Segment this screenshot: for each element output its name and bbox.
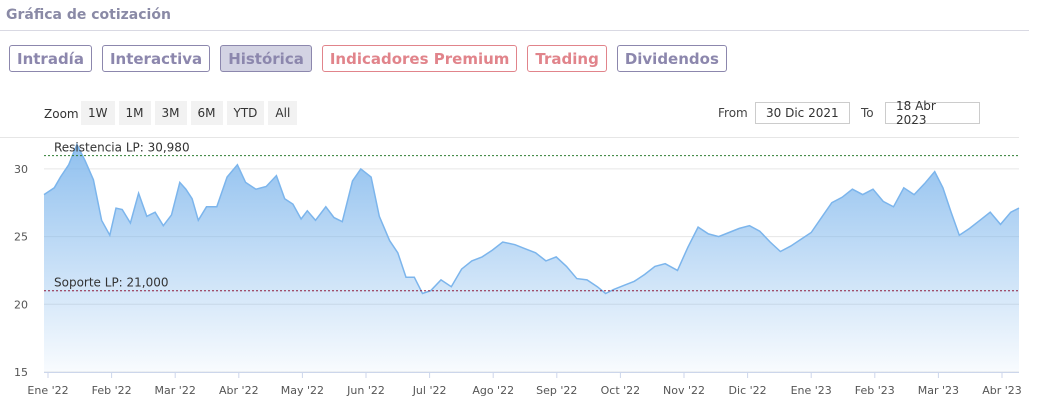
tab-dividendos[interactable]: Dividendos: [616, 45, 727, 72]
chart-tabs: Intradía Interactiva Histórica Indicador…: [9, 45, 727, 72]
y-tick-label: 20: [14, 298, 28, 311]
x-tick-label: Jul '22: [412, 384, 447, 397]
x-tick-label: Oct '22: [601, 384, 641, 397]
x-tick-label: Mar '23: [918, 384, 959, 397]
tab-historica[interactable]: Histórica: [220, 45, 312, 72]
x-tick-label: Abr '22: [219, 384, 259, 397]
x-tick-label: Jun '22: [346, 384, 385, 397]
zoom-1w-button[interactable]: 1W: [81, 101, 115, 125]
tab-trading[interactable]: Trading: [527, 45, 607, 72]
tab-intradia[interactable]: Intradía: [9, 45, 92, 72]
tab-interactiva[interactable]: Interactiva: [101, 45, 211, 72]
x-axis-ticks: Ene '22 Feb '22 Mar '22 Abr '22 May '22 Jun '…: [27, 372, 1022, 397]
x-tick-label: Dic '22: [729, 384, 767, 397]
support-label: Soporte LP: 21,000: [54, 276, 169, 290]
price-area: [44, 144, 1019, 372]
x-tick-label: Abr '23: [982, 384, 1022, 397]
range-to-label: To: [861, 106, 874, 120]
y-tick-label: 15: [14, 366, 28, 379]
y-tick-label: 30: [14, 163, 28, 176]
x-tick-label: Sep '22: [536, 384, 577, 397]
zoom-3m-button[interactable]: 3M: [154, 101, 187, 125]
x-tick-label: Ago '22: [472, 384, 514, 397]
range-from-input[interactable]: 30 Dic 2021: [755, 102, 850, 124]
zoom-1m-button[interactable]: 1M: [118, 101, 151, 125]
x-tick-label: Ene '22: [27, 384, 68, 397]
tab-indicadores-premium[interactable]: Indicadores Premium: [321, 45, 518, 72]
x-tick-label: Nov '22: [663, 384, 705, 397]
page-title: Gráfica de cotización: [6, 7, 171, 23]
range-to-input[interactable]: 18 Abr 2023: [885, 99, 980, 127]
x-tick-label: Mar '22: [155, 384, 196, 397]
x-tick-label: May '22: [281, 384, 324, 397]
zoom-all-button[interactable]: All: [268, 101, 298, 125]
zoom-6m-button[interactable]: 6M: [190, 101, 223, 125]
zoom-ytd-button[interactable]: YTD: [226, 101, 265, 125]
zoom-label: Zoom: [44, 107, 79, 121]
title-divider: [0, 30, 1029, 31]
price-chart: Resistencia LP: 30,980 Soporte LP: 21,00…: [0, 137, 1022, 397]
y-axis-ticks: 15 20 25 30: [14, 163, 28, 379]
y-tick-label: 25: [14, 231, 28, 244]
price-line: [43, 142, 1020, 295]
x-tick-label: Ene '23: [791, 384, 832, 397]
x-tick-label: Feb '22: [92, 384, 132, 397]
range-from-label: From: [718, 106, 748, 120]
x-tick-label: Feb '23: [855, 384, 895, 397]
zoom-buttons: 1W 1M 3M 6M YTD All: [81, 101, 298, 125]
resistance-label: Resistencia LP: 30,980: [54, 141, 190, 155]
